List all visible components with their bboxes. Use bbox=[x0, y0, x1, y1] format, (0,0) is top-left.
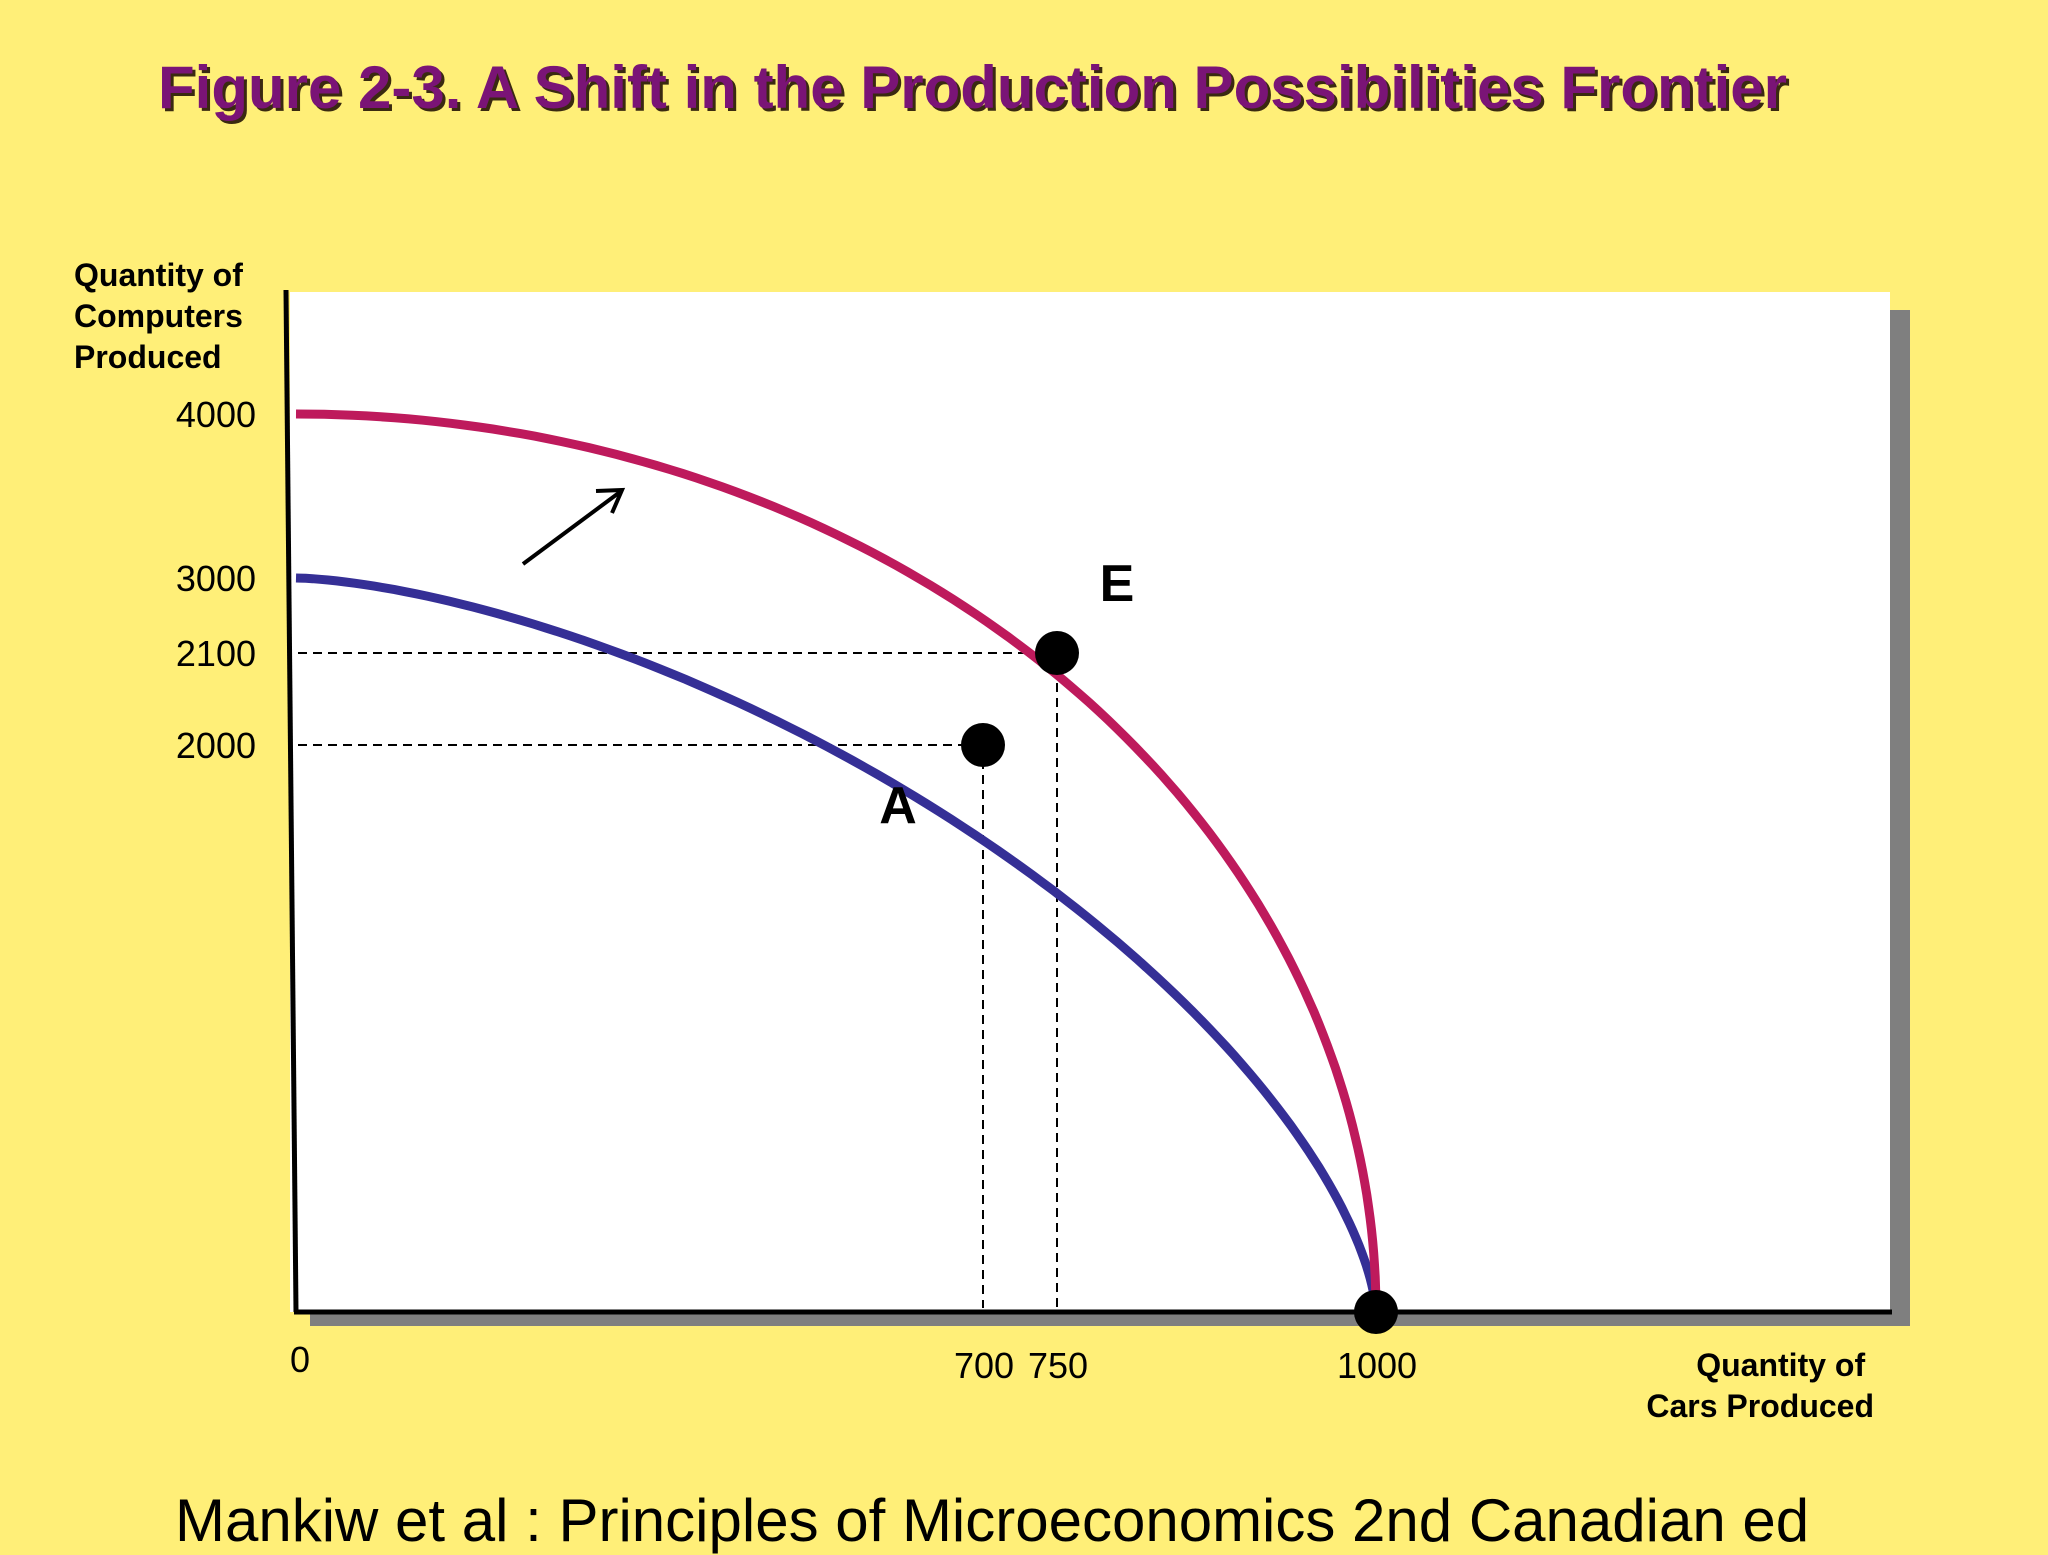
point-e bbox=[1035, 631, 1079, 675]
point-3 bbox=[1354, 1290, 1398, 1334]
data-points: AE bbox=[879, 555, 1398, 1334]
y-axis-title-line-3: Produced bbox=[74, 339, 222, 375]
frontier-curves bbox=[295, 409, 1381, 1313]
x-tick-700: 700 bbox=[954, 1345, 1014, 1386]
y-axis-title-line-1: Quantity of bbox=[74, 257, 243, 293]
footer-citation: Mankiw et al : Principles of Microeconom… bbox=[175, 1487, 1810, 1554]
x-axis-title-line-1: Quantity of bbox=[1696, 1347, 1865, 1383]
y-tick-2100: 2100 bbox=[176, 633, 256, 674]
x-tick-1000: 1000 bbox=[1337, 1345, 1417, 1386]
point-a bbox=[961, 723, 1005, 767]
point-label-a: A bbox=[879, 777, 917, 835]
x-origin-label: 0 bbox=[290, 1339, 310, 1380]
x-axis-title: Quantity of Cars Produced bbox=[1646, 1347, 1874, 1424]
plot-area bbox=[290, 292, 1890, 1312]
frontier-curve-2 bbox=[295, 409, 1381, 1313]
x-axis-title-line-2: Cars Produced bbox=[1646, 1388, 1874, 1424]
tick-labels: 2000 2100 3000 4000 700 750 1000 bbox=[176, 394, 1417, 1386]
y-axis-title: Quantity of Computers Produced bbox=[74, 257, 252, 375]
y-axis bbox=[283, 289, 299, 1313]
shift-arrow bbox=[521, 487, 626, 566]
frontier-curve-1 bbox=[295, 573, 1381, 1313]
point-label-e: E bbox=[1100, 555, 1135, 613]
y-tick-4000: 4000 bbox=[176, 394, 256, 435]
y-tick-3000: 3000 bbox=[176, 558, 256, 599]
page-title: Figure 2-3. A Shift in the Production Po… bbox=[158, 54, 1788, 121]
y-axis-title-line-2: Computers bbox=[74, 298, 243, 334]
x-tick-750: 750 bbox=[1028, 1345, 1088, 1386]
y-tick-2000: 2000 bbox=[176, 725, 256, 766]
